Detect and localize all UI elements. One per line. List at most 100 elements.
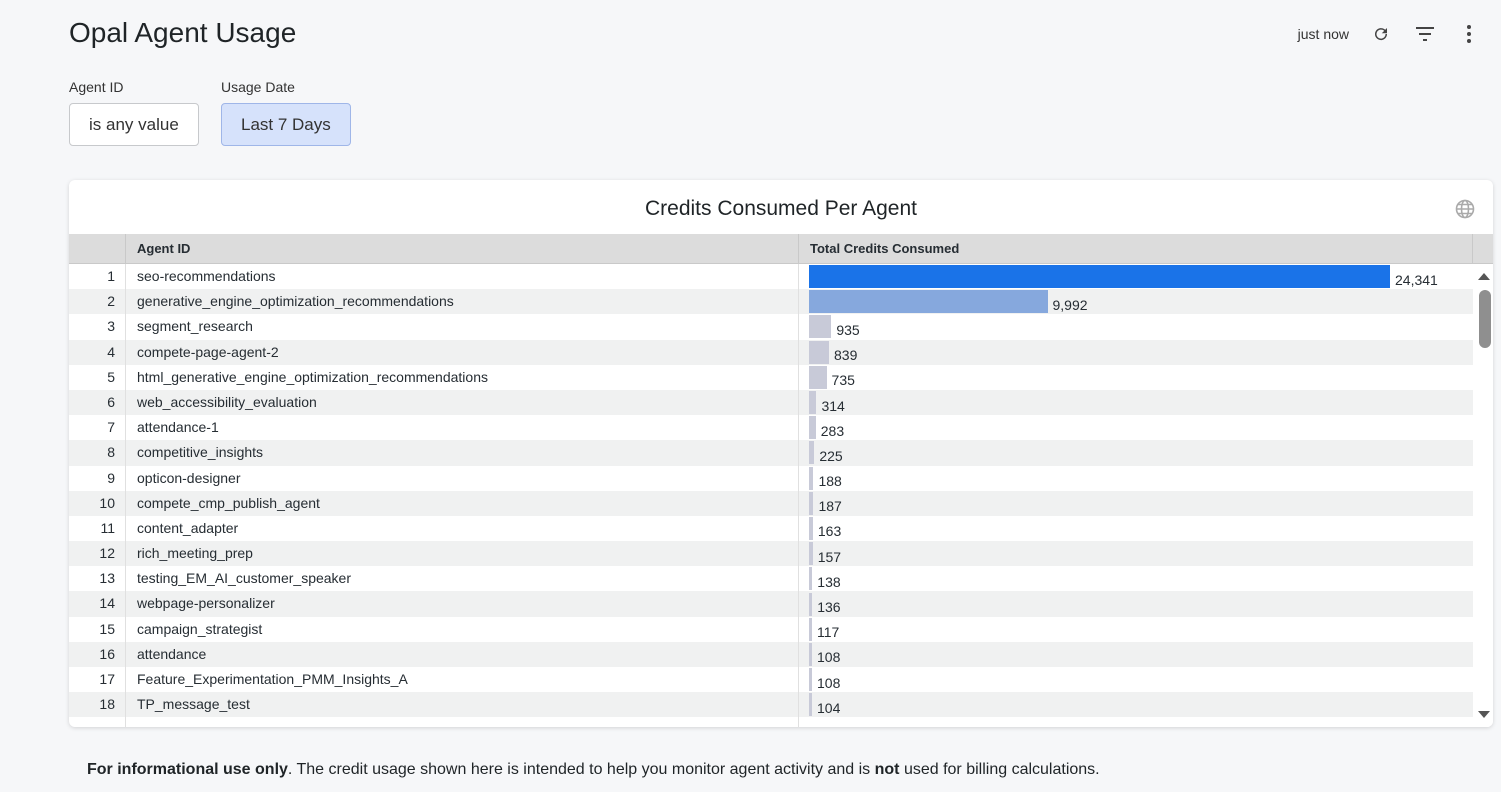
row-index: 4 [69,339,126,365]
usage-date-filter-button[interactable]: Last 7 Days [221,103,351,146]
agent-id-cell: seo-recommendations [126,264,799,290]
agent-id-cell: web_accessibility_evaluation [126,389,799,416]
table-row[interactable]: 14 webpage-personalizer 136 [69,591,1473,617]
credits-cell: 735 [799,365,1473,390]
credits-value: 283 [820,422,845,439]
agent-id-cell: webpage-personalizer [126,591,799,617]
scrollbar-thumb[interactable] [1479,290,1491,348]
table-row[interactable]: 8 competitive_insights 225 [69,440,1473,466]
agent-id-cell: content_adapter [126,515,799,542]
credits-cell: 314 [799,390,1473,415]
agent-id-cell: Feature_Experimentation_PMM_Insights_A [126,667,799,693]
credits-bar [809,617,812,641]
credits-table-card: Credits Consumed Per Agent Agent ID Tota… [69,180,1493,727]
toolbar: just now [1298,22,1481,46]
agent-id-cell: compete-page-agent-2 [126,339,799,365]
scroll-up-icon[interactable] [1478,272,1490,280]
table-row[interactable]: 7 attendance-1 283 [69,415,1473,441]
table-row[interactable]: 13 testing_EM_AI_customer_speaker 138 [69,566,1473,592]
credits-bar [809,466,814,490]
row-index: 2 [69,289,126,315]
credits-value: 935 [836,321,860,338]
credits-cell: 138 [799,566,1473,591]
table-row[interactable]: 18 TP_message_test 104 [69,692,1473,718]
credits-bar [809,416,816,440]
credits-bar [809,340,830,364]
credits-cell: 24,341 [799,264,1473,289]
scrollbar[interactable] [1473,264,1493,727]
credits-value: 157 [817,548,842,565]
table-row[interactable]: 3 segment_research 935 [69,314,1473,340]
table-row[interactable]: 17 Feature_Experimentation_PMM_Insights_A… [69,667,1473,693]
filter-agent-id: Agent ID is any value [69,79,199,146]
table-row[interactable]: 4 compete-page-agent-2 839 [69,339,1473,365]
filter-label: Usage Date [221,79,295,95]
table-row[interactable]: 15 campaign_strategist 117 [69,616,1473,642]
table-row[interactable]: 11 content_adapter 163 [69,515,1473,542]
table-row[interactable]: 10 compete_cmp_publish_agent 187 [69,490,1473,516]
credits-cell: 108 [799,642,1473,667]
table-row[interactable]: 12 rich_meeting_prep 157 [69,541,1473,567]
row-index: 16 [69,641,126,667]
index-column-header [69,234,126,263]
row-index: 17 [69,667,126,693]
credits-cell: 187 [799,491,1473,516]
agent-id-cell: html_generative_engine_optimization_reco… [126,364,799,390]
table-row[interactable]: 5 html_generative_engine_optimization_rec… [69,364,1473,390]
row-index: 11 [69,515,126,542]
table-row[interactable]: 1 seo-recommendations 24,341 [69,264,1473,290]
credits-value: 138 [817,573,841,590]
credits-cell: 157 [799,541,1473,566]
row-index: 18 [69,692,126,718]
credits-bar [809,542,813,566]
disclaimer-bold: For informational use only [87,761,288,778]
row-index: 9 [69,465,126,491]
credits-cell: 9,992 [799,289,1473,314]
credits-value: 314 [821,397,845,414]
agent-id-cell: testing_EM_AI_customer_speaker [126,566,799,592]
table-header: Agent ID Total Credits Consumed [69,234,1493,264]
filter-icon[interactable] [1413,22,1437,46]
table-row[interactable]: 6 web_accessibility_evaluation 314 [69,389,1473,416]
agent-id-cell: campaign_strategist [126,616,799,642]
row-index: 14 [69,591,126,617]
credits-value: 24,341 [1395,271,1438,288]
card-title: Credits Consumed Per Agent [645,197,917,220]
credits-value: 104 [817,699,841,716]
credits-value: 136 [817,599,841,616]
credits-bar [809,592,813,616]
credits-bar [809,491,814,515]
agent-id-cell [126,717,799,727]
disclaimer: For informational use only. The credit u… [87,761,1100,779]
agent-id-column-header[interactable]: Agent ID [126,234,799,263]
agent-id-cell: TP_message_test [126,692,799,718]
table-row[interactable]: 16 attendance 108 [69,641,1473,667]
disclaimer-text: used for billing calculations. [899,761,1100,778]
credits-bar [809,365,827,389]
credits-bar [809,290,1048,314]
refresh-icon[interactable] [1369,22,1393,46]
more-options-icon[interactable] [1457,22,1481,46]
credits-value: 108 [817,674,841,691]
credits-column-header[interactable]: Total Credits Consumed [799,234,1473,263]
credits-bar [809,391,817,415]
agent-id-filter-button[interactable]: is any value [69,103,199,146]
credits-bar [809,265,1390,289]
agent-id-cell: opticon-designer [126,465,799,491]
table-row[interactable]: 9 opticon-designer 188 [69,465,1473,491]
scroll-down-icon[interactable] [1478,711,1490,719]
globe-icon[interactable] [1455,199,1475,224]
agent-id-cell: segment_research [126,314,799,340]
credits-cell: 839 [799,340,1473,365]
agent-id-cell: attendance [126,641,799,667]
disclaimer-bold: not [874,761,900,778]
row-index: 7 [69,415,126,441]
credits-bar [809,642,812,666]
agent-id-cell: generative_engine_optimization_recommend… [126,289,799,315]
credits-bar [809,441,815,465]
row-index: 8 [69,440,126,466]
credits-cell: 108 [799,667,1473,692]
row-index: 6 [69,389,126,416]
table-row[interactable]: 2 generative_engine_optimization_recommen… [69,289,1473,315]
disclaimer-text: . The credit usage shown here is intende… [287,761,875,778]
